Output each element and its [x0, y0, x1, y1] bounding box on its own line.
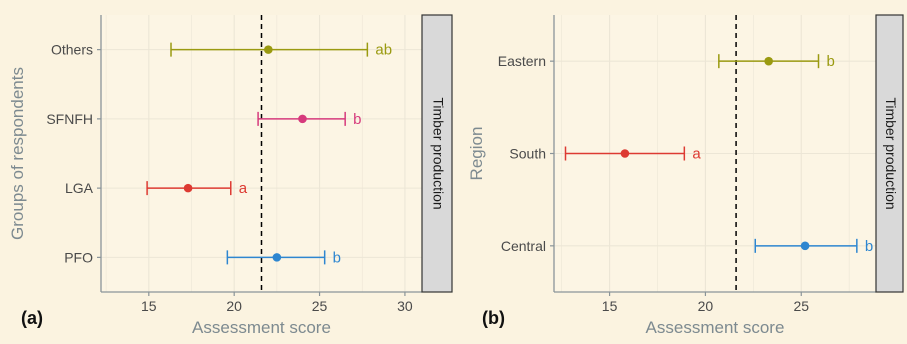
panel-a-x-tick-label: 20 — [226, 298, 242, 314]
panel-b-category-label: Central — [501, 238, 546, 254]
panel-a-x-tick-label: 15 — [141, 298, 157, 314]
panel-b-y-axis-title: Region — [467, 127, 486, 181]
panel-b-significance-letter: a — [692, 146, 701, 163]
panel-a-mean-point-others — [264, 45, 273, 54]
panel-b-strip-label: Timber production — [883, 97, 899, 209]
panel-b-x-tick-label: 25 — [793, 298, 809, 314]
panel-a-significance-letter: b — [353, 111, 361, 128]
panel-a-significance-letter: b — [333, 249, 341, 266]
panel-a-category-label: SFNFH — [46, 111, 93, 127]
panel-b-label: (b) — [482, 308, 505, 328]
panel-b-x-tick-label: 20 — [698, 298, 714, 314]
panel-a-x-axis-title: Assessment score — [192, 318, 331, 337]
panel-a-x-tick-label: 30 — [397, 298, 413, 314]
panel-a-category-label: PFO — [64, 249, 93, 265]
panel-b-strip — [875, 14, 904, 293]
panel-b-category-label: Eastern — [498, 53, 546, 69]
panel-b-mean-point-eastern — [764, 56, 773, 66]
panel-a-strip-label: Timber production — [430, 97, 446, 209]
panel-b-x-axis-title: Assessment score — [646, 318, 785, 337]
panel-a-mean-point-sfnfh — [298, 114, 307, 124]
panel-a-mean-point-pfo — [272, 253, 282, 262]
panel-b-category-label: South — [509, 146, 546, 162]
panel-a-category-label: LGA — [65, 180, 94, 196]
panel-a-strip — [421, 14, 453, 293]
panel-b-x-tick-label: 15 — [602, 298, 618, 314]
panel-a-significance-letter: ab — [375, 42, 392, 59]
panel-a-label: (a) — [21, 308, 43, 328]
panel-b-mean-point-south — [620, 149, 630, 158]
panel-a-mean-point-lga — [183, 183, 193, 193]
panel-a-y-axis-title: Groups of respondents — [8, 67, 27, 240]
panel-b-significance-letter: b — [827, 53, 835, 70]
panel-b-significance-letter: b — [865, 238, 873, 255]
panel-a-x-tick-label: 25 — [312, 298, 328, 314]
panel-a-significance-letter: a — [239, 180, 248, 197]
panel-b-mean-point-central — [800, 241, 810, 251]
panel-a-category-label: Others — [51, 42, 93, 58]
